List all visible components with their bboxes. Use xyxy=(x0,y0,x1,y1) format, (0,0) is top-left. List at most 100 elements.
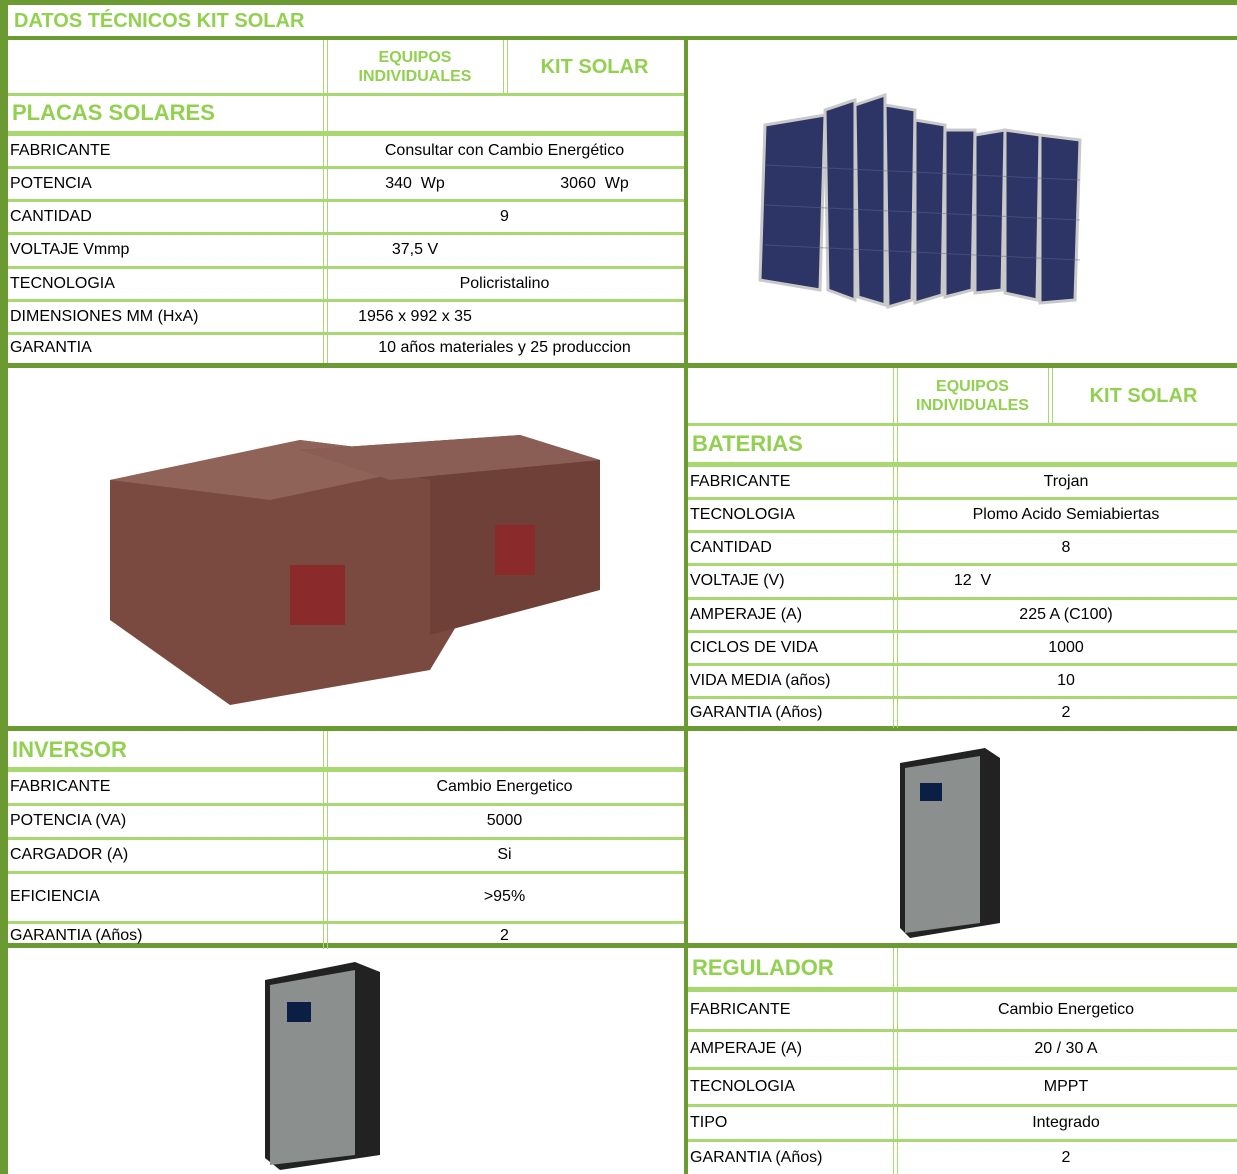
row-line xyxy=(688,497,1237,500)
cell-value: 1956 x 992 x 35 xyxy=(358,307,472,325)
column-line xyxy=(893,368,898,424)
cell-value: 8 xyxy=(1061,538,1071,556)
column-line xyxy=(323,134,328,167)
row-label: GARANTIA xyxy=(10,339,92,356)
row-line xyxy=(688,630,1237,633)
section-heading: BATERIAS xyxy=(692,430,803,456)
row-line xyxy=(688,1104,1237,1107)
row-label: AMPERAJE (A) xyxy=(690,1040,803,1057)
row-label: EFICIENCIA xyxy=(10,888,100,905)
row-line xyxy=(8,266,684,269)
column-line xyxy=(323,333,328,363)
inverter-image xyxy=(900,748,1000,938)
column-line xyxy=(323,770,328,804)
cell-value: Consultar con Cambio Energético xyxy=(384,141,625,159)
column-line xyxy=(323,167,328,200)
row-line xyxy=(688,1139,1237,1142)
divider xyxy=(0,363,1237,368)
column-line xyxy=(323,94,328,132)
row-line xyxy=(8,803,684,806)
row-label: VOLTAJE Vmmp xyxy=(10,241,130,258)
cell-value: 12 V xyxy=(953,572,992,589)
cell-value: 2 xyxy=(500,926,509,944)
column-header: KIT SOLAR xyxy=(1089,385,1198,407)
row-line xyxy=(8,769,684,772)
column-line xyxy=(323,300,328,333)
frame xyxy=(0,0,8,1174)
cell-value: >95% xyxy=(483,888,526,905)
cell-value: Plomo Acido Semiabiertas xyxy=(972,505,1160,523)
row-line xyxy=(688,423,1237,426)
frame xyxy=(0,0,1237,5)
row-line xyxy=(688,464,1237,467)
row-label: CANTIDAD xyxy=(10,207,92,225)
row-label: CARGADOR (A) xyxy=(10,846,129,863)
row-line xyxy=(8,871,684,874)
column-line xyxy=(323,200,328,233)
row-label: FABRICANTE xyxy=(690,1001,791,1018)
column-line xyxy=(893,1030,898,1068)
column-line xyxy=(323,731,328,768)
column-line xyxy=(893,1068,898,1105)
column-line xyxy=(893,1105,898,1140)
column-header: EQUIPOS INDIVIDUALES xyxy=(358,48,472,85)
row-line xyxy=(8,332,684,335)
row-label: TECNOLOGIA xyxy=(690,505,795,523)
row-line xyxy=(688,597,1237,600)
column-header: EQUIPOS INDIVIDUALES xyxy=(916,377,1029,414)
column-line xyxy=(893,990,898,1030)
row-line xyxy=(8,232,684,235)
row-label: VIDA MEDIA (años) xyxy=(690,671,831,689)
column-line xyxy=(323,804,328,838)
cell-value: Policristalino xyxy=(459,274,550,292)
row-label: POTENCIA (VA) xyxy=(10,812,127,829)
row-line xyxy=(8,131,684,134)
cell-value: Cambio Energetico xyxy=(997,1001,1135,1018)
column-line xyxy=(323,40,328,94)
row-line xyxy=(8,299,684,302)
row-label: POTENCIA xyxy=(10,174,92,192)
column-line xyxy=(1048,368,1053,424)
divider xyxy=(0,943,1237,948)
column-line xyxy=(893,531,898,564)
row-label: TECNOLOGIA xyxy=(690,1077,795,1095)
cell-value: 10 años materiales y 25 produccion xyxy=(378,339,631,356)
row-line xyxy=(688,989,1237,992)
cell-value: 2 xyxy=(1061,703,1071,721)
cell-value: 10 xyxy=(1057,671,1075,689)
divider xyxy=(0,726,1237,731)
column-header: KIT SOLAR xyxy=(540,56,649,78)
column-line xyxy=(893,664,898,697)
column-line xyxy=(893,564,898,598)
column-line xyxy=(893,598,898,631)
row-line xyxy=(8,837,684,840)
cell-value: 20 / 30 A xyxy=(1034,1040,1098,1057)
row-label: DIMENSIONES MM (HxA) xyxy=(10,307,199,325)
row-line xyxy=(688,1029,1237,1032)
column-line xyxy=(323,267,328,300)
row-label: TECNOLOGIA xyxy=(10,274,115,292)
column-line xyxy=(893,1140,898,1174)
row-line xyxy=(8,93,684,96)
column-line xyxy=(323,872,328,922)
column-line xyxy=(323,838,328,872)
row-line xyxy=(8,921,684,924)
cell-value: Trojan xyxy=(1043,472,1089,490)
row-line xyxy=(688,563,1237,566)
column-line xyxy=(323,922,328,949)
page-title: DATOS TÉCNICOS KIT SOLAR xyxy=(14,9,305,32)
section-heading: INVERSOR xyxy=(12,736,127,762)
cell-value: 5000 xyxy=(486,812,523,829)
cell-value: MPPT xyxy=(1043,1077,1089,1095)
solar-panels-image xyxy=(758,92,1082,309)
row-label: GARANTIA (Años) xyxy=(10,926,143,944)
column-line xyxy=(893,465,898,498)
cell-value: 9 xyxy=(500,207,509,225)
column-line xyxy=(503,40,508,94)
column-line xyxy=(893,948,898,988)
row-line xyxy=(8,767,684,770)
row-label: VOLTAJE (V) xyxy=(690,572,785,589)
divider xyxy=(0,36,1237,40)
cell-value: Cambio Energetico xyxy=(436,778,573,795)
row-line xyxy=(688,987,1237,990)
